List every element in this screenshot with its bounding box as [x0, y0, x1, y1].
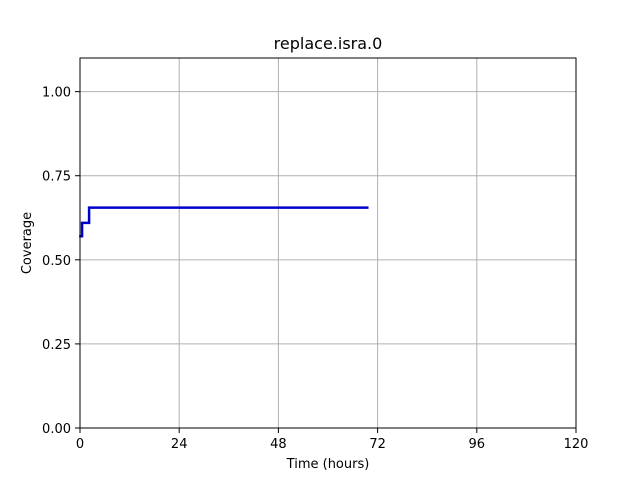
x-tick-label: 48: [270, 437, 287, 452]
x-axis-label: Time (hours): [286, 457, 370, 472]
chart-title: replace.isra.0: [274, 34, 383, 53]
x-tick-label: 120: [564, 437, 589, 452]
y-tick-label: 0.25: [42, 338, 71, 353]
x-tick-label: 72: [369, 437, 386, 452]
y-tick-label: 0.75: [42, 170, 71, 185]
series-line-0: [79, 206, 369, 238]
x-tick-label: 24: [171, 437, 188, 452]
y-axis-label: Coverage: [20, 212, 35, 274]
axis-ticks: 0 24 48 72 96 120 0.00 0.25 0.50 0.75 1.00: [42, 86, 588, 452]
series-group: [79, 206, 369, 238]
y-tick-label: 0.50: [42, 254, 71, 269]
x-tick-label: 0: [76, 437, 84, 452]
y-tick-label: 0.00: [42, 422, 71, 437]
y-tick-label: 1.00: [42, 86, 71, 101]
plot-frame: [79, 57, 577, 429]
x-tick-label: 96: [469, 437, 486, 452]
